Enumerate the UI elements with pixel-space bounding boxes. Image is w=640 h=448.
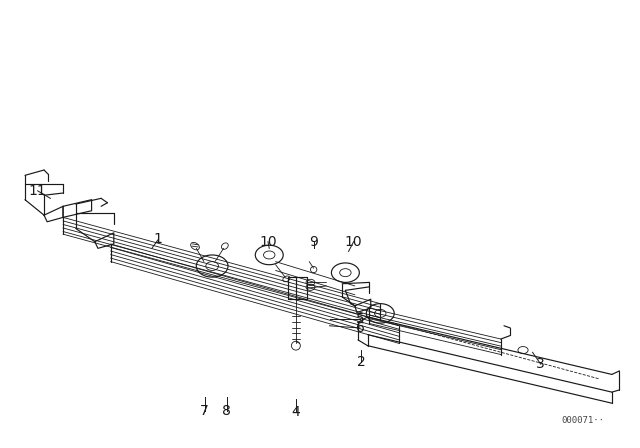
Text: 5: 5 bbox=[356, 312, 364, 326]
Text: 4: 4 bbox=[291, 405, 300, 419]
Text: 10: 10 bbox=[345, 235, 362, 249]
Text: 7: 7 bbox=[200, 404, 209, 418]
Text: 6: 6 bbox=[356, 321, 364, 335]
Text: 8: 8 bbox=[222, 404, 231, 418]
Text: 2: 2 bbox=[357, 355, 365, 369]
Text: 3: 3 bbox=[536, 357, 545, 371]
Text: 10: 10 bbox=[259, 235, 276, 249]
Text: 1: 1 bbox=[154, 233, 163, 246]
Text: 11: 11 bbox=[29, 184, 47, 198]
Text: 9: 9 bbox=[309, 235, 318, 249]
Text: 000071··: 000071·· bbox=[562, 416, 605, 426]
